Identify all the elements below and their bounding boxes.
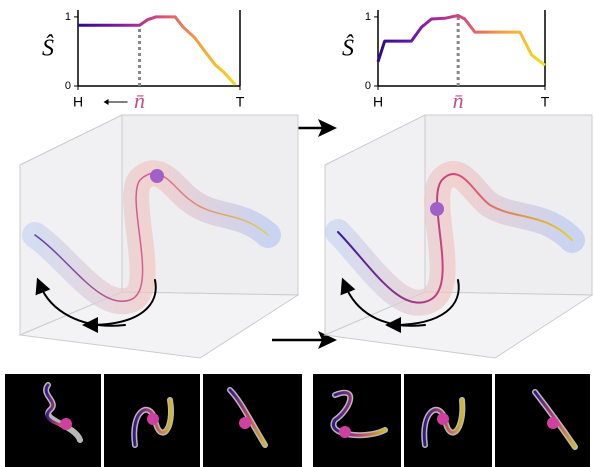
data-line [78,17,235,85]
y-tick-label: 1 [365,11,371,23]
y-tick-label: 0 [365,80,371,92]
annotation-label: n̄ [134,88,145,113]
y-axis-label: Ŝ [342,35,354,62]
x-tick-label: H [73,94,83,110]
x-tick-label: T [236,94,245,110]
y-tick-label: 0 [65,80,71,92]
data-line [378,16,545,66]
x-tick-label: T [541,94,550,110]
y-axis-label: Ŝ [42,35,54,62]
annotation-label: n̄ [453,88,464,113]
x-tick-label: H [373,94,383,110]
annotation-arrowhead [104,99,109,105]
y-tick-label: 1 [65,11,71,23]
figure: 0 1 H T Ŝn̄ 0 1 H T Ŝn̄ [0,0,594,467]
image-strip [5,374,590,467]
